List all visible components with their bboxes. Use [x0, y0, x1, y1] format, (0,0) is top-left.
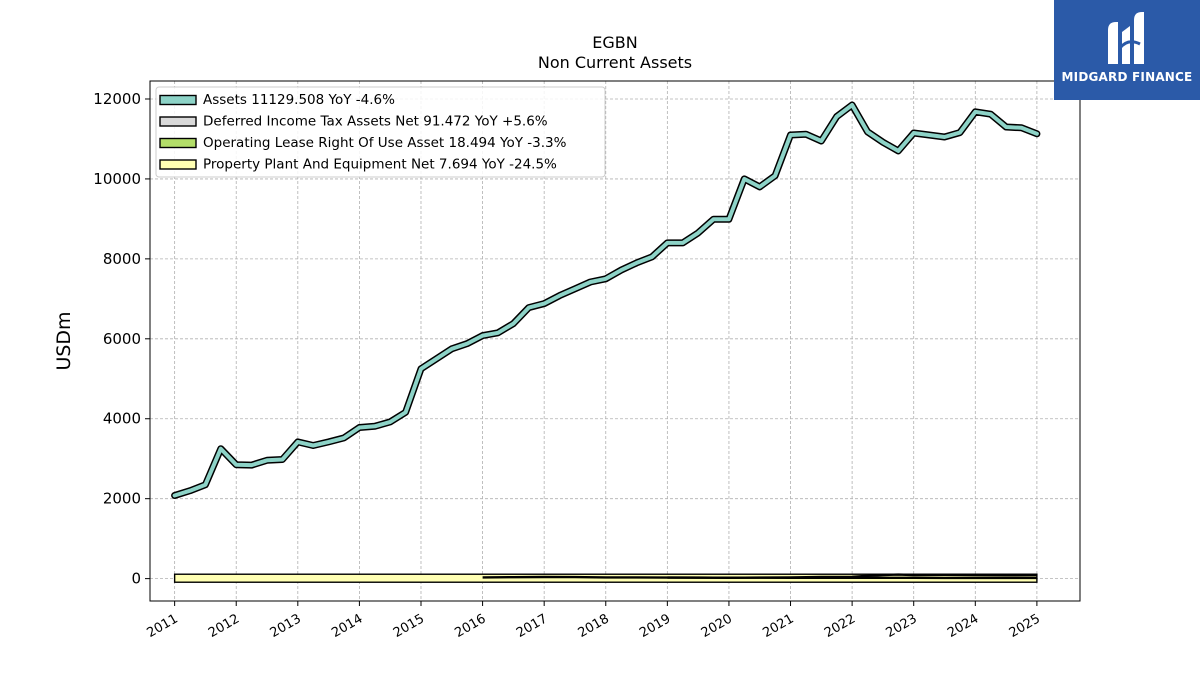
- x-tick-label: 2022: [822, 611, 858, 641]
- y-tick-label: 6000: [103, 330, 141, 348]
- legend-box: [155, 86, 606, 178]
- y-tick-label: 2000: [103, 490, 141, 508]
- legend-swatch-deferred-income-tax-assets-net: [159, 116, 197, 127]
- legend-swatch-assets: [159, 94, 197, 106]
- legend-swatch-operating-lease-right-of-use-asset: [159, 137, 197, 149]
- y-axis-label: USDm: [53, 311, 75, 370]
- series-line-assets: [172, 103, 1039, 498]
- legend-swatch-property-plant-and-equipment-net: [159, 159, 197, 170]
- series-layer: [171, 101, 1041, 583]
- legend-entry-deferred-income-tax-assets-net: Deferred Income Tax Assets Net 91.472 Yo…: [203, 114, 548, 130]
- plot-frame: [149, 80, 1081, 602]
- legend-entry-property-plant-and-equipment-net: Property Plant And Equipment Net 7.694 Y…: [203, 157, 557, 173]
- x-tick-label: 2021: [760, 611, 796, 641]
- x-axis: 2011 2012 2013 2014 2015 2016 2017 2018 2019 2020…: [144, 601, 1043, 641]
- x-tick-label: 2013: [268, 611, 304, 641]
- logo-text: MIDGARD FINANCE: [1061, 70, 1193, 84]
- y-axis: 0 2000 4000 6000 8000 10000 12000: [93, 90, 150, 588]
- y-tick-label: 12000: [93, 90, 141, 108]
- chart-subtitle: Non Current Assets: [538, 53, 692, 72]
- y-tick-label: 4000: [103, 410, 141, 428]
- x-tick-label: 2016: [452, 611, 488, 641]
- y-tick-label: 8000: [103, 250, 141, 268]
- legend-entry-operating-lease-right-of-use-asset: Operating Lease Right Of Use Asset 18.49…: [203, 135, 567, 151]
- x-tick-label: 2020: [699, 611, 735, 641]
- legend-entry-assets: Assets 11129.508 YoY -4.6%: [203, 92, 395, 108]
- x-tick-label: 2011: [144, 611, 180, 641]
- x-tick-label: 2024: [945, 611, 981, 641]
- x-tick-label: 2025: [1007, 611, 1043, 641]
- midgard-finance-logo: MIDGARD FINANCE: [1054, 0, 1200, 100]
- legend: Assets 11129.508 YoY -4.6% Deferred Incom…: [155, 86, 606, 178]
- x-tick-label: 2018: [576, 611, 612, 641]
- x-tick-label: 2012: [206, 611, 242, 641]
- y-tick-label: 10000: [93, 170, 141, 188]
- series-line-deferred-income-tax-assets-net: [482, 573, 1037, 579]
- y-tick-label: 0: [131, 570, 141, 588]
- chart-title: EGBN: [592, 33, 637, 52]
- x-tick-label: 2014: [329, 611, 365, 641]
- x-tick-label: 2015: [391, 611, 427, 641]
- logo-mark-icon: [1108, 12, 1144, 64]
- x-tick-label: 2017: [514, 611, 550, 641]
- x-tick-label: 2023: [884, 611, 920, 641]
- x-tick-label: 2019: [637, 611, 673, 641]
